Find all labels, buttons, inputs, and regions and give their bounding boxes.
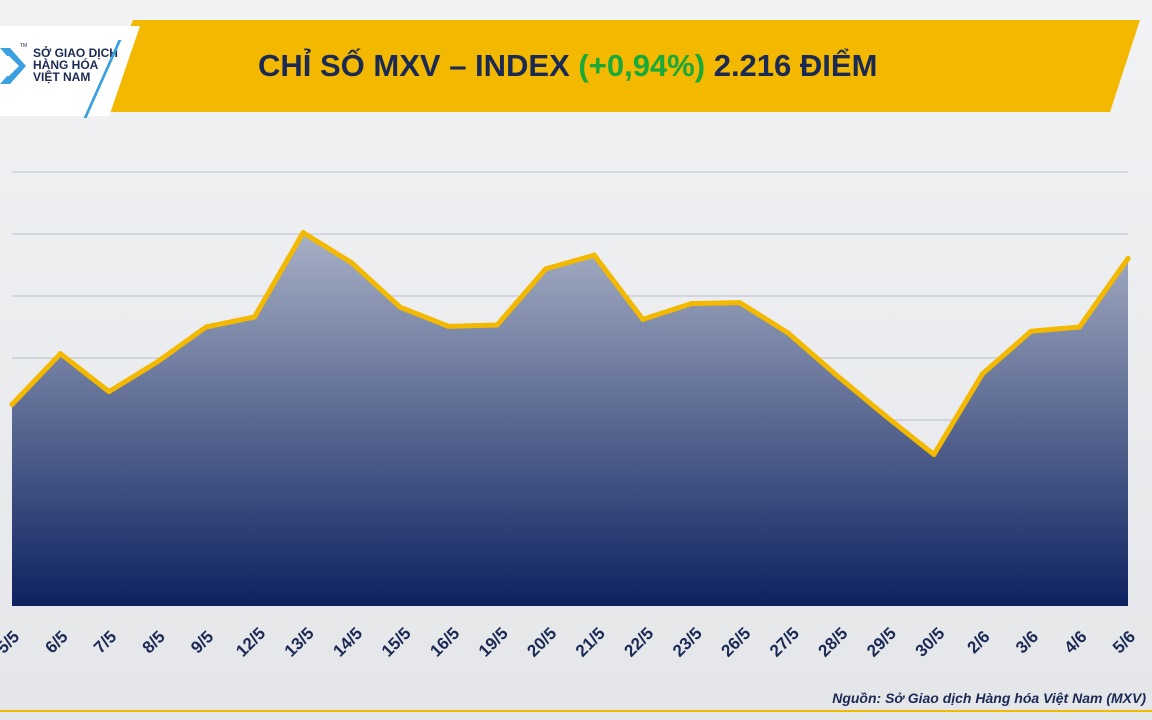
data-point-23-5 (688, 301, 694, 307)
data-point-2-6 (979, 371, 985, 377)
x-tick-label: 4/6 (1061, 627, 1091, 657)
x-tick-label: 19/5 (475, 624, 512, 661)
x-tick-label: 20/5 (523, 624, 560, 661)
x-tick-label: 14/5 (329, 624, 366, 661)
logo-text: SỞ GIAO DỊCH HÀNG HÓA VIỆT NAM (33, 47, 128, 83)
title-suffix: 2.216 ĐIỂM (713, 48, 878, 83)
data-point-19-5 (494, 322, 500, 328)
data-point-29-5 (882, 413, 888, 419)
data-point-4-6 (1076, 324, 1082, 330)
x-axis-ticks: 5/5 6/5 7/5 8/5 9/5 12/5 13/5 14/5 15/5 16/5 19/5 2… (0, 624, 1139, 661)
data-point-15-5 (397, 304, 403, 310)
data-point-3-6 (1028, 328, 1034, 334)
x-tick-label: 3/6 (1012, 627, 1042, 657)
logo-tm: TM (20, 43, 28, 49)
x-tick-label: 12/5 (232, 624, 269, 661)
x-tick-label: 9/5 (187, 627, 217, 657)
x-tick-label: 27/5 (766, 624, 803, 661)
x-tick-label: 30/5 (912, 624, 949, 661)
logo-line-3: VIỆT NAM (33, 70, 91, 84)
x-tick-label: 21/5 (572, 624, 609, 661)
x-tick-label: 16/5 (426, 624, 463, 661)
index-line (9, 230, 1131, 458)
x-tick-label: 26/5 (718, 624, 755, 661)
chart-title: CHỈ SỐ MXV – INDEX (+0,94%) 2.216 ĐIỂM (258, 44, 877, 88)
x-tick-label: 29/5 (863, 624, 900, 661)
data-point-13-5 (300, 230, 306, 236)
x-tick-label: 15/5 (378, 624, 415, 661)
data-point-28-5 (834, 372, 840, 378)
data-point-20-5 (543, 266, 549, 272)
data-point-26-5 (737, 300, 743, 306)
data-point-12-5 (252, 314, 258, 320)
index-area (12, 232, 1128, 606)
mxv-logo-chevron-icon (0, 48, 26, 84)
title-banner (95, 20, 1140, 112)
data-point-30-5 (931, 452, 937, 458)
data-point-14-5 (349, 260, 355, 266)
data-point-8-5 (155, 359, 161, 365)
mxv-index-chart: 5/5 6/5 7/5 8/5 9/5 12/5 13/5 14/5 15/5 16/5 19/5 2… (0, 171, 1139, 661)
bottom-rule (0, 710, 1152, 712)
logo-line-2: HÀNG HÓA (33, 58, 99, 72)
data-point-21-5 (591, 252, 597, 258)
x-tick-label: 5/6 (1109, 627, 1139, 657)
data-point-9-5 (203, 324, 209, 330)
data-point-5-6 (1125, 255, 1131, 261)
source-note: Nguồn: Sở Giao dịch Hàng hóa Việt Nam (M… (832, 690, 1146, 706)
x-tick-label: 7/5 (90, 627, 120, 657)
data-point-5-5 (9, 402, 15, 408)
x-tick-label: 28/5 (815, 624, 852, 661)
title-change: (+0,94%) (578, 48, 706, 83)
data-point-27-5 (785, 330, 791, 336)
logo-line-1: SỞ GIAO DỊCH (33, 46, 118, 60)
x-tick-label: 23/5 (669, 624, 706, 661)
x-tick-label: 8/5 (139, 627, 169, 657)
x-tick-label: 2/6 (963, 627, 993, 657)
data-point-6-5 (58, 351, 64, 357)
data-points (9, 230, 1131, 458)
title-prefix: CHỈ SỐ MXV – INDEX (258, 48, 570, 83)
x-tick-label: 22/5 (620, 624, 657, 661)
x-tick-label: 6/5 (42, 627, 72, 657)
data-point-7-5 (106, 389, 112, 395)
x-tick-label: 5/5 (0, 627, 23, 657)
data-point-22-5 (640, 316, 646, 322)
data-point-16-5 (446, 323, 452, 329)
x-tick-label: 13/5 (281, 624, 318, 661)
